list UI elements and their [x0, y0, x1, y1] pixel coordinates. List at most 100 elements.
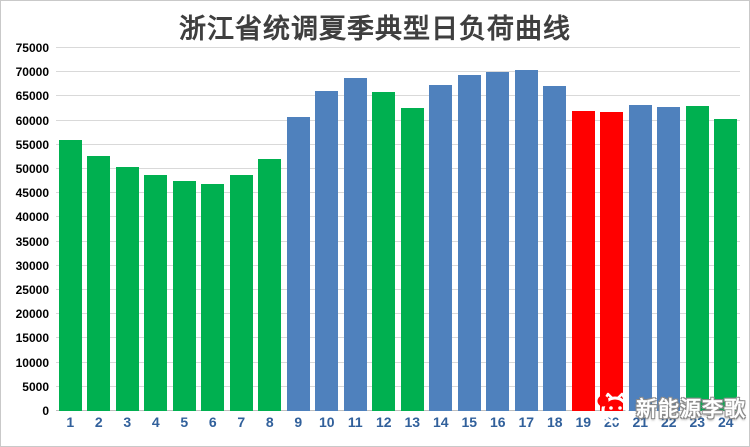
- bar-slot-19: [569, 48, 598, 411]
- bar-hour-16: [486, 72, 510, 411]
- bar-hour-5: [172, 181, 196, 411]
- y-tick-label-5000: 5000: [22, 379, 49, 394]
- x-tick-label-3: 3: [123, 414, 132, 430]
- gridline-10000: [56, 361, 740, 363]
- x-tick-label-19: 19: [575, 414, 592, 430]
- x-tick-label-11: 11: [347, 414, 363, 430]
- x-tick-label-23: 23: [689, 414, 706, 430]
- watermark: 新能源李歌: [593, 391, 746, 425]
- y-tick-label-15000: 15000: [15, 331, 49, 346]
- x-tick-label-22: 22: [660, 414, 677, 430]
- bar-hour-19: [571, 111, 595, 411]
- gridline-35000: [56, 240, 740, 242]
- bar-hour-14: [429, 85, 453, 411]
- x-tick-label-5: 5: [180, 414, 189, 430]
- y-tick-label-0: 0: [42, 404, 49, 418]
- bar-hour-3: [115, 166, 139, 411]
- bar-hour-15: [457, 75, 481, 411]
- y-tick-label-60000: 60000: [15, 113, 49, 128]
- gridline-65000: [56, 95, 740, 97]
- bar-slot-4: [142, 48, 171, 411]
- gridline-20000: [56, 313, 740, 315]
- gridline-45000: [56, 192, 740, 194]
- bar-slot-3: [113, 48, 142, 411]
- bar-hour-12: [372, 91, 396, 411]
- x-tick-label-18: 18: [546, 414, 563, 430]
- bar-slot-9: [284, 48, 313, 411]
- y-tick-label-50000: 50000: [15, 162, 49, 176]
- x-tick-label-13: 13: [404, 414, 421, 430]
- bar-slot-10: [313, 48, 342, 411]
- bar-slot-14: [427, 48, 456, 411]
- y-tick-label-35000: 35000: [15, 234, 49, 249]
- bar-slot-22: [655, 48, 684, 411]
- gridline-5000: [56, 385, 740, 387]
- x-tick-label-21: 21: [632, 414, 649, 430]
- bar-slot-18: [541, 48, 570, 411]
- x-tick-label-4: 4: [151, 414, 160, 430]
- bar-slot-16: [484, 48, 513, 411]
- x-tick-label-17: 17: [518, 414, 535, 430]
- bar-hour-10: [315, 90, 339, 411]
- gridline-50000: [56, 168, 740, 169]
- bar-hour-1: [58, 140, 82, 411]
- gridline-75000: [56, 47, 740, 48]
- gridline-15000: [56, 337, 740, 339]
- bar-slot-21: [626, 48, 655, 411]
- y-tick-label-75000: 75000: [15, 41, 49, 55]
- gridline-70000: [56, 71, 740, 73]
- bar-hour-8: [258, 158, 282, 411]
- bar-hour-11: [343, 78, 367, 411]
- bar-slot-8: [256, 48, 285, 411]
- gridline-55000: [56, 143, 740, 145]
- y-tick-label-45000: 45000: [15, 186, 49, 201]
- gridline-30000: [56, 264, 740, 266]
- x-tick-label-1: 1: [66, 414, 75, 430]
- x-tick-label-12: 12: [375, 414, 392, 430]
- bars: [56, 48, 740, 411]
- y-tick-label-65000: 65000: [15, 89, 49, 104]
- x-tick-label-15: 15: [461, 414, 478, 430]
- cat-icon: [597, 392, 629, 424]
- bar-slot-2: [85, 48, 114, 411]
- bar-slot-13: [398, 48, 427, 411]
- bar-slot-11: [341, 48, 370, 411]
- x-tick-label-2: 2: [94, 414, 103, 430]
- bar-slot-15: [455, 48, 484, 411]
- gridline-25000: [56, 289, 740, 290]
- bar-hour-13: [400, 108, 424, 411]
- y-tick-label-55000: 55000: [15, 137, 49, 152]
- gridline-40000: [56, 216, 740, 218]
- x-tick-label-9: 9: [294, 414, 303, 430]
- bar-slot-12: [370, 48, 399, 411]
- bar-hour-18: [543, 86, 567, 411]
- y-tick-label-30000: 30000: [15, 258, 49, 273]
- y-axis-labels: 0 5000 10000 15000 20000 25000 30000 35000 40000…: [1, 42, 49, 417]
- bar-hour-2: [87, 155, 111, 411]
- gridline-60000: [56, 119, 740, 121]
- x-tick-label-7: 7: [237, 414, 246, 430]
- y-tick-label-40000: 40000: [15, 210, 49, 225]
- watermark-text: 新能源李歌: [636, 398, 746, 421]
- bar-hour-17: [514, 70, 538, 411]
- x-axis-labels: 1 2 3 4 5 6 7 8 9 10 11 12 13 14 15 16 17 18 19 20 21 22 23 24: [56, 415, 740, 429]
- x-tick-label-24: 24: [717, 414, 734, 430]
- bar-slot-6: [199, 48, 228, 411]
- bar-hour-23: [685, 106, 709, 411]
- y-tick-label-25000: 25000: [15, 283, 49, 297]
- bar-slot-5: [170, 48, 199, 411]
- chart-title: 浙江省统调夏季典型日负荷曲线: [179, 14, 571, 44]
- bar-slot-17: [512, 48, 541, 411]
- x-tick-label-14: 14: [432, 414, 449, 430]
- bar-hour-21: [628, 104, 652, 411]
- x-tick-label-6: 6: [208, 414, 217, 430]
- bar-slot-7: [227, 48, 256, 411]
- x-axis-line: [56, 410, 740, 411]
- bar-slot-1: [56, 48, 85, 411]
- bar-hour-22: [657, 106, 681, 411]
- plot-area: [56, 47, 740, 411]
- bar-slot-23: [683, 48, 712, 411]
- bar-hour-7: [229, 174, 253, 411]
- x-tick-label-8: 8: [265, 414, 274, 430]
